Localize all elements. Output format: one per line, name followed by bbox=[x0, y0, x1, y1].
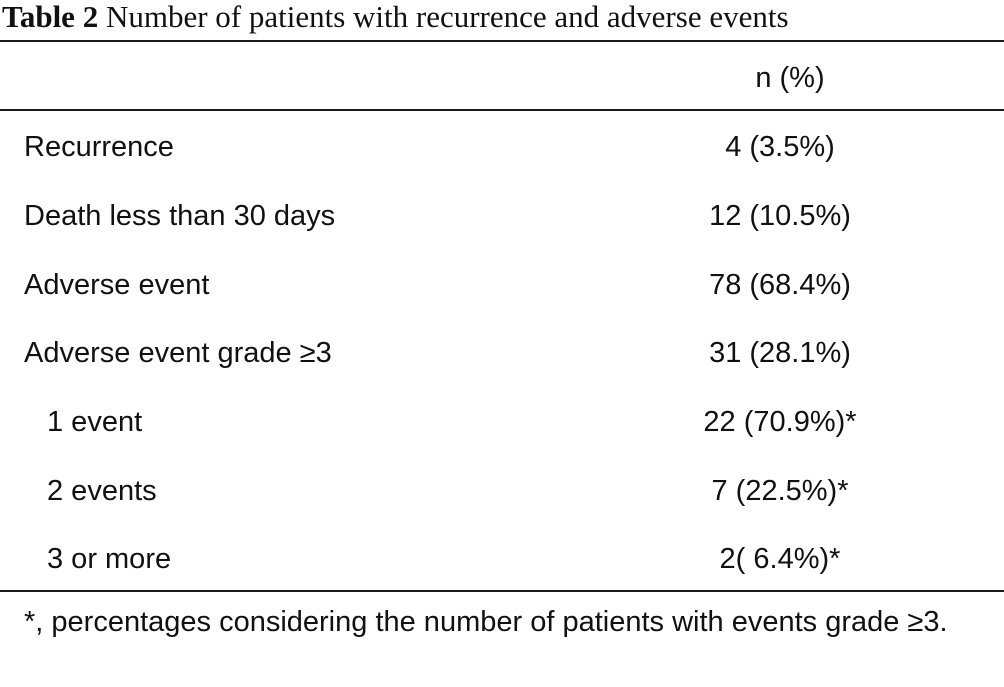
top-rule bbox=[0, 40, 1004, 42]
row-label: 1 event bbox=[47, 406, 143, 438]
header-rule bbox=[0, 109, 1004, 111]
row-label: Adverse event bbox=[24, 269, 210, 301]
bottom-rule bbox=[0, 590, 1004, 592]
table-footnote: *, percentages considering the number of… bbox=[24, 606, 948, 638]
row-label: Recurrence bbox=[24, 131, 174, 163]
table-row: Adverse event grade ≥3 31 (28.1%) bbox=[0, 317, 1004, 386]
table-row: Recurrence 4 (3.5%) bbox=[0, 111, 1004, 180]
table-row: 2 events 7 (22.5%)* bbox=[0, 455, 1004, 524]
row-label: Death less than 30 days bbox=[24, 200, 336, 232]
row-label: 2 events bbox=[47, 475, 157, 507]
column-header-n-percent: n (%) bbox=[755, 62, 825, 94]
row-value: 78 (68.4%) bbox=[709, 269, 851, 301]
table-title: Table 2 Number of patients with recurren… bbox=[2, 0, 789, 34]
table-caption: Number of patients with recurrence and a… bbox=[105, 0, 789, 34]
row-value: 12 (10.5%) bbox=[709, 200, 851, 232]
table-row: Death less than 30 days 12 (10.5%) bbox=[0, 180, 1004, 249]
row-value: 4 (3.5%) bbox=[725, 131, 835, 163]
table-row: Adverse event 78 (68.4%) bbox=[0, 249, 1004, 318]
row-value: 22 (70.9%)* bbox=[703, 406, 857, 438]
row-value: 31 (28.1%) bbox=[709, 337, 851, 369]
table-row: 3 or more 2( 6.4%)* bbox=[0, 523, 1004, 592]
table-row: 1 event 22 (70.9%)* bbox=[0, 386, 1004, 455]
row-value: 2( 6.4%)* bbox=[719, 543, 841, 575]
row-label: 3 or more bbox=[47, 543, 172, 575]
table-number: Table 2 bbox=[2, 0, 99, 34]
row-label: Adverse event grade ≥3 bbox=[24, 337, 332, 369]
row-value: 7 (22.5%)* bbox=[711, 475, 849, 507]
